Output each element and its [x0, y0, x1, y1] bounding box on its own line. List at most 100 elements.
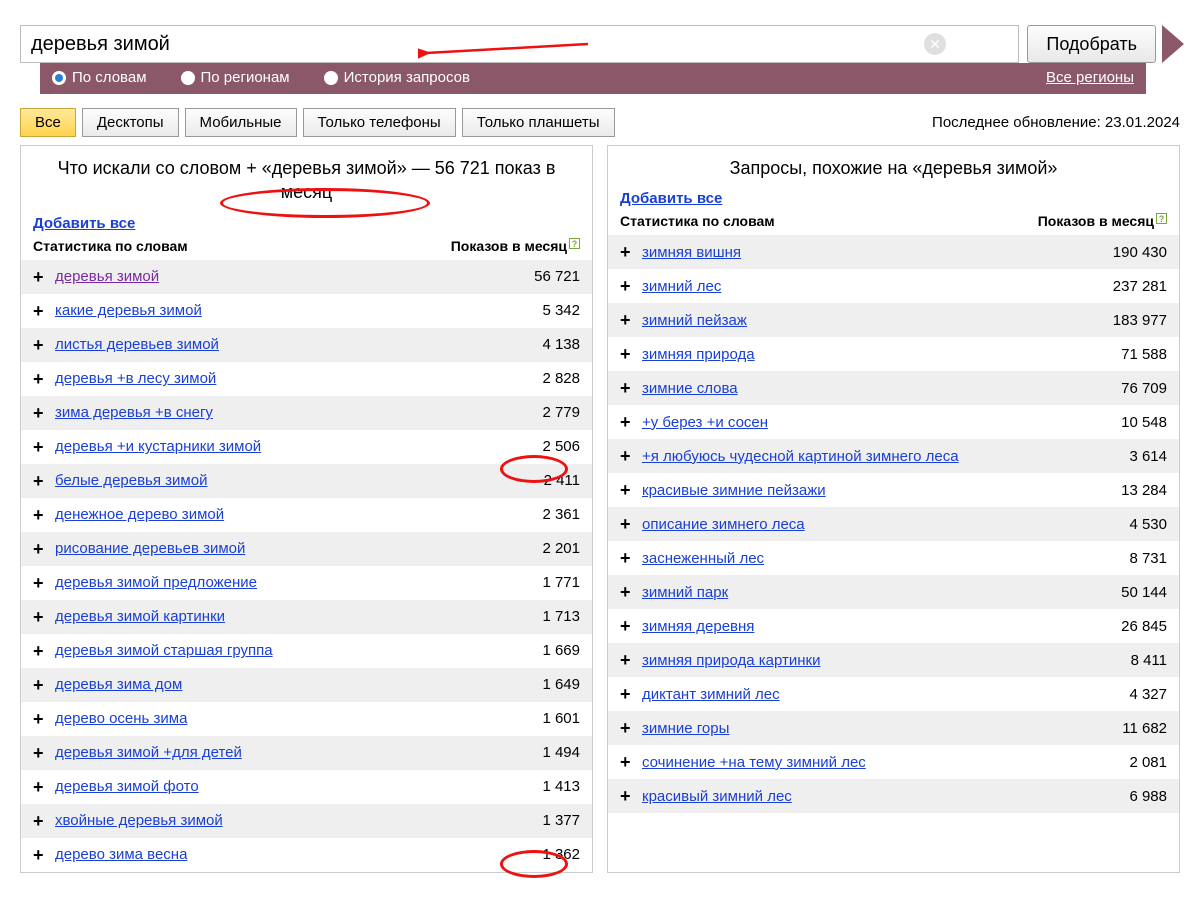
add-icon[interactable]: +	[33, 744, 55, 762]
keyword-link[interactable]: листья деревьев зимой	[55, 336, 500, 353]
add-icon[interactable]: +	[620, 447, 642, 465]
keyword-link[interactable]: диктант зимний лес	[642, 686, 1087, 703]
tab-all[interactable]: Все	[20, 108, 76, 137]
add-icon[interactable]: +	[620, 515, 642, 533]
add-icon[interactable]: +	[620, 685, 642, 703]
clear-icon[interactable]: ✕	[924, 33, 946, 55]
keyword-link[interactable]: зимние слова	[642, 380, 1087, 397]
add-icon[interactable]: +	[620, 311, 642, 329]
left-add-all[interactable]: Добавить все	[21, 211, 147, 234]
add-icon[interactable]: +	[33, 846, 55, 864]
add-icon[interactable]: +	[33, 812, 55, 830]
count: 2 506	[500, 438, 580, 455]
table-row: +красивые зимние пейзажи13 284	[608, 473, 1179, 507]
keyword-link[interactable]: зимний лес	[642, 278, 1087, 295]
add-icon[interactable]: +	[33, 302, 55, 320]
table-row: +деревья зимой предложение1 771	[21, 566, 592, 600]
radio-by-regions[interactable]: По регионам	[181, 69, 290, 86]
keyword-link[interactable]: деревья +и кустарники зимой	[55, 438, 500, 455]
add-icon[interactable]: +	[620, 413, 642, 431]
add-icon[interactable]: +	[33, 506, 55, 524]
keyword-link[interactable]: зимний пейзаж	[642, 312, 1087, 329]
radio-history[interactable]: История запросов	[324, 69, 470, 86]
search-input[interactable]	[20, 25, 1019, 63]
keyword-link[interactable]: какие деревья зимой	[55, 302, 500, 319]
add-icon[interactable]: +	[620, 345, 642, 363]
add-icon[interactable]: +	[33, 438, 55, 456]
keyword-link[interactable]: деревья зимой предложение	[55, 574, 500, 591]
keyword-link[interactable]: денежное дерево зимой	[55, 506, 500, 523]
keyword-link[interactable]: деревья зимой фото	[55, 778, 500, 795]
count: 190 430	[1087, 244, 1167, 261]
add-icon[interactable]: +	[620, 583, 642, 601]
right-header: Статистика по словам Показов в месяц?	[608, 209, 1179, 235]
add-icon[interactable]: +	[33, 472, 55, 490]
add-icon[interactable]: +	[33, 404, 55, 422]
count: 1 601	[500, 710, 580, 727]
add-icon[interactable]: +	[33, 268, 55, 286]
top-nav-links	[0, 0, 1200, 21]
help-icon[interactable]: ?	[1156, 213, 1167, 224]
add-icon[interactable]: +	[620, 753, 642, 771]
keyword-link[interactable]: +у берез +и сосен	[642, 414, 1087, 431]
keyword-link[interactable]: зимняя вишня	[642, 244, 1087, 261]
count: 183 977	[1087, 312, 1167, 329]
keyword-link[interactable]: зимняя природа	[642, 346, 1087, 363]
keyword-link[interactable]: белые деревья зимой	[55, 472, 500, 489]
tab-phones[interactable]: Только телефоны	[303, 108, 456, 137]
keyword-link[interactable]: зимний парк	[642, 584, 1087, 601]
keyword-link[interactable]: зимние горы	[642, 720, 1087, 737]
add-icon[interactable]: +	[33, 370, 55, 388]
keyword-link[interactable]: деревья зимой	[55, 268, 500, 285]
keyword-link[interactable]: сочинение +на тему зимний лес	[642, 754, 1087, 771]
help-icon[interactable]: ?	[569, 238, 580, 249]
keyword-link[interactable]: +я любуюсь чудесной картиной зимнего лес…	[642, 448, 1087, 465]
radio-icon	[181, 71, 195, 85]
add-icon[interactable]: +	[620, 651, 642, 669]
table-row: +деревья зимой картинки1 713	[21, 600, 592, 634]
keyword-link[interactable]: хвойные деревья зимой	[55, 812, 500, 829]
right-add-all[interactable]: Добавить все	[608, 186, 734, 209]
keyword-link[interactable]: описание зимнего леса	[642, 516, 1087, 533]
add-icon[interactable]: +	[33, 710, 55, 728]
keyword-link[interactable]: красивый зимний лес	[642, 788, 1087, 805]
table-row: +зимний лес237 281	[608, 269, 1179, 303]
add-icon[interactable]: +	[620, 719, 642, 737]
add-icon[interactable]: +	[33, 778, 55, 796]
keyword-link[interactable]: деревья зима дом	[55, 676, 500, 693]
add-icon[interactable]: +	[620, 787, 642, 805]
add-icon[interactable]: +	[620, 243, 642, 261]
keyword-link[interactable]: дерево зима весна	[55, 846, 500, 863]
count: 4 530	[1087, 516, 1167, 533]
radio-by-words[interactable]: По словам	[52, 69, 147, 86]
keyword-link[interactable]: зима деревья +в снегу	[55, 404, 500, 421]
tab-mobile[interactable]: Мобильные	[185, 108, 297, 137]
add-icon[interactable]: +	[33, 574, 55, 592]
keyword-link[interactable]: деревья зимой +для детей	[55, 744, 500, 761]
submit-button[interactable]: Подобрать	[1027, 25, 1156, 63]
keyword-link[interactable]: заснеженный лес	[642, 550, 1087, 567]
tab-tablets[interactable]: Только планшеты	[462, 108, 615, 137]
add-icon[interactable]: +	[33, 642, 55, 660]
tab-desktop[interactable]: Десктопы	[82, 108, 179, 137]
count: 3 614	[1087, 448, 1167, 465]
keyword-link[interactable]: зимняя деревня	[642, 618, 1087, 635]
all-regions-link[interactable]: Все регионы	[1046, 69, 1134, 86]
table-row: +зимняя природа картинки8 411	[608, 643, 1179, 677]
keyword-link[interactable]: деревья зимой картинки	[55, 608, 500, 625]
keyword-link[interactable]: рисование деревьев зимой	[55, 540, 500, 557]
add-icon[interactable]: +	[620, 481, 642, 499]
keyword-link[interactable]: дерево осень зима	[55, 710, 500, 727]
add-icon[interactable]: +	[620, 617, 642, 635]
add-icon[interactable]: +	[33, 336, 55, 354]
keyword-link[interactable]: деревья зимой старшая группа	[55, 642, 500, 659]
keyword-link[interactable]: деревья +в лесу зимой	[55, 370, 500, 387]
add-icon[interactable]: +	[620, 549, 642, 567]
add-icon[interactable]: +	[620, 277, 642, 295]
add-icon[interactable]: +	[33, 676, 55, 694]
keyword-link[interactable]: красивые зимние пейзажи	[642, 482, 1087, 499]
add-icon[interactable]: +	[33, 608, 55, 626]
add-icon[interactable]: +	[620, 379, 642, 397]
add-icon[interactable]: +	[33, 540, 55, 558]
keyword-link[interactable]: зимняя природа картинки	[642, 652, 1087, 669]
